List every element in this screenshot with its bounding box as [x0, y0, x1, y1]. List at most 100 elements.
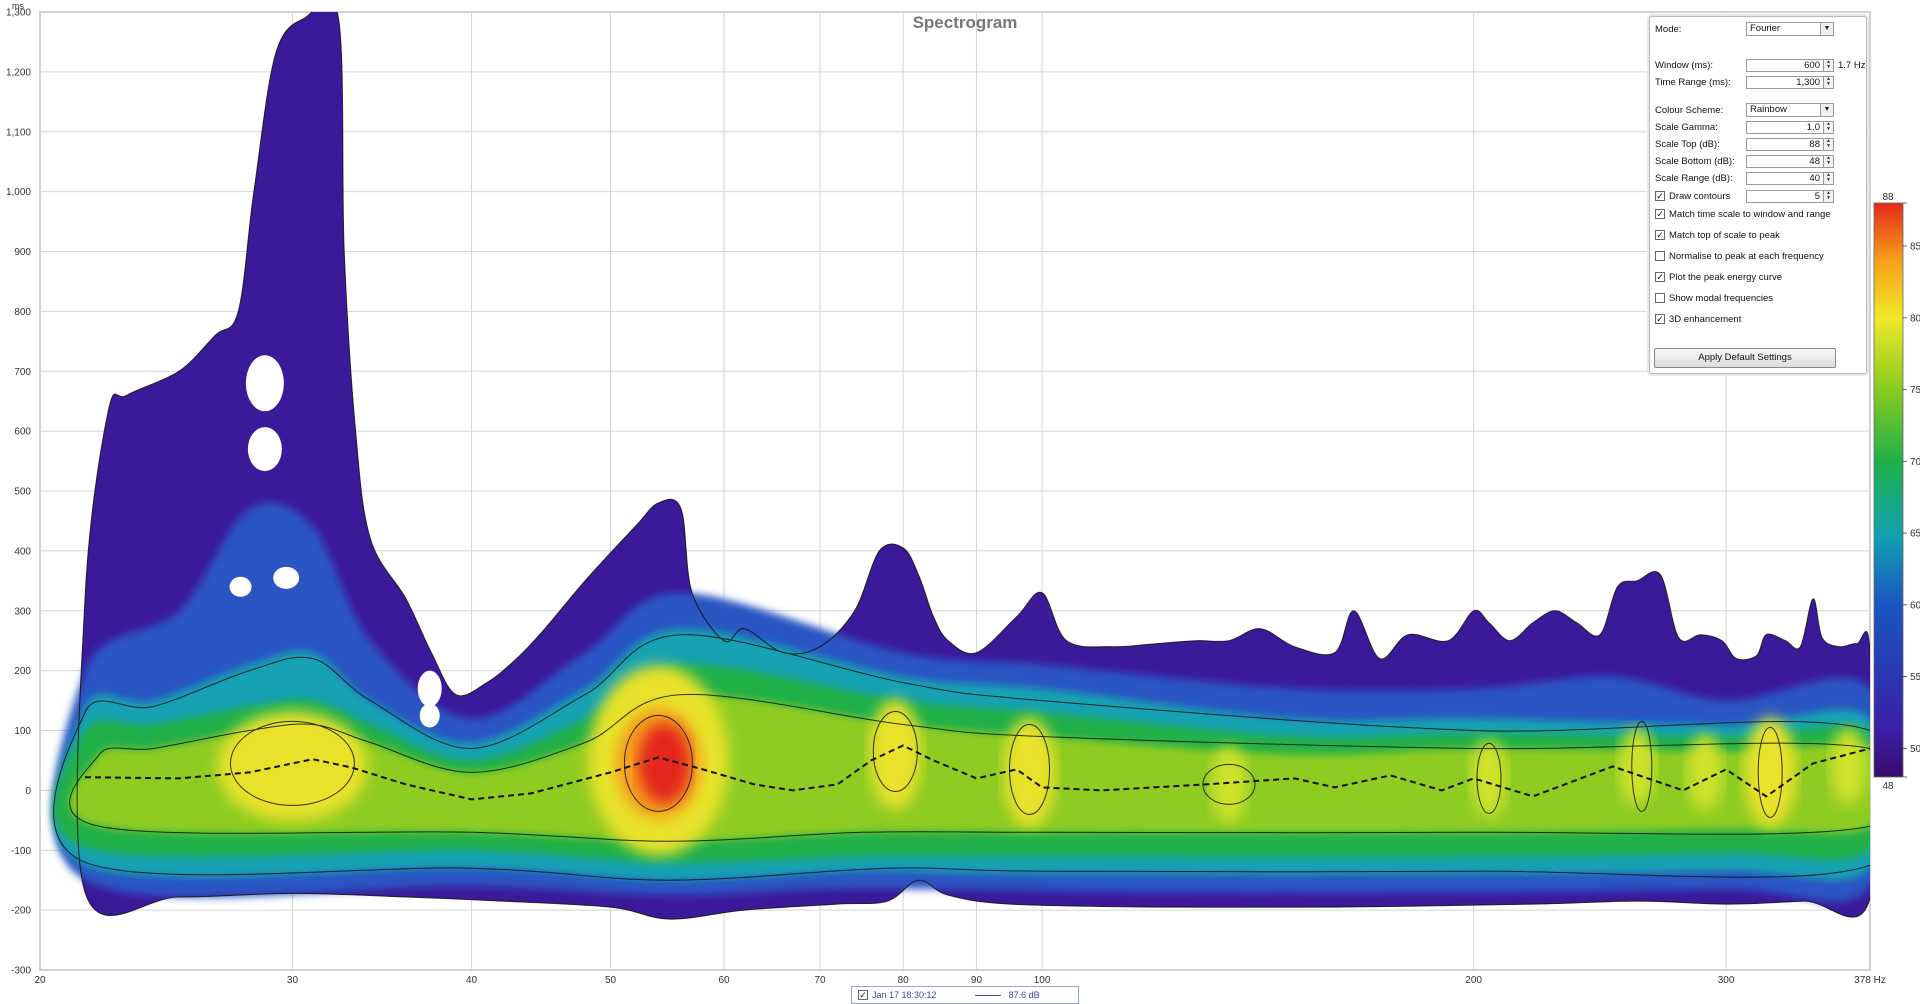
settings-option[interactable]: ✓ 3D enhancement: [1655, 311, 1741, 327]
colour-scale-tick-label: 55: [1910, 672, 1920, 683]
settings-option-checkbox[interactable]: [1655, 293, 1665, 303]
measurement-visible-checkbox[interactable]: ✓: [858, 990, 868, 1000]
spinner-arrows-icon[interactable]: ▲ ▼: [1823, 190, 1833, 202]
y-tick-label: 1,000: [6, 187, 31, 198]
contour-line: [76, 12, 1870, 920]
window-resolution: 1.7 Hz: [1838, 59, 1866, 71]
contours-count-value: 5: [1814, 190, 1820, 202]
measurement-line-swatch: [974, 994, 1001, 996]
time-range-value: 1,300: [1796, 76, 1820, 88]
measurement-legend[interactable]: ✓ Jan 17 18:30:12 87.6 dB: [851, 986, 1079, 1004]
x-tick-label: 200: [1465, 975, 1482, 986]
colour-scale-tick-label: 85: [1910, 242, 1920, 253]
colour-scale-tick-label: 80: [1910, 313, 1920, 324]
spinner-arrows-icon[interactable]: ▲ ▼: [1823, 138, 1833, 150]
window-input[interactable]: 600 ▲ ▼: [1746, 58, 1834, 72]
apply-default-settings-button[interactable]: Apply Default Settings: [1654, 348, 1836, 368]
y-tick-label: 1,200: [6, 67, 31, 78]
scale-bottom-input[interactable]: 48 ▲ ▼: [1746, 154, 1834, 168]
spinner-arrows-icon[interactable]: ▲ ▼: [1823, 76, 1833, 88]
hotspot-yellow: [1744, 717, 1797, 828]
x-tick-label: 80: [898, 975, 910, 986]
settings-option-label: Match top of scale to peak: [1669, 229, 1780, 241]
chevron-down-icon[interactable]: ▼: [1820, 104, 1833, 116]
time-range-input[interactable]: 1,300 ▲ ▼: [1746, 75, 1834, 89]
y-tick-label: 1,100: [6, 127, 31, 138]
settings-option-checkbox[interactable]: [1655, 251, 1665, 261]
colour-scale-tick-label: 70: [1910, 457, 1920, 468]
colour-scheme-value: Rainbow: [1750, 104, 1787, 115]
y-tick-label: 500: [14, 487, 31, 498]
contour-line: [1631, 720, 1653, 812]
settings-option-checkbox[interactable]: ✓: [1655, 230, 1665, 240]
y-tick-label: 400: [14, 546, 31, 557]
y-tick-label: 200: [14, 666, 31, 677]
scale-range-value: 40: [1809, 172, 1820, 184]
colour-scale-tick-label: 48: [1882, 781, 1894, 792]
y-tick-label: 1,300: [6, 8, 31, 19]
y-tick-label: 600: [14, 427, 31, 438]
spinner-arrows-icon[interactable]: ▲ ▼: [1823, 155, 1833, 167]
settings-option-label: Normalise to peak at each frequency: [1669, 250, 1824, 262]
y-axis-unit: ms: [12, 1, 24, 11]
settings-option[interactable]: ✓ Plot the peak energy curve: [1655, 269, 1782, 285]
y-tick-label: -200: [11, 906, 31, 917]
y-tick-label: 0: [25, 786, 31, 797]
colour-scheme-select[interactable]: Rainbow ▼: [1746, 103, 1834, 117]
settings-option-checkbox[interactable]: ✓: [1655, 314, 1665, 324]
contours-count-input[interactable]: 5 ▲ ▼: [1746, 189, 1834, 203]
spectrogram-surface: [52, 12, 1870, 920]
x-tick-label: 90: [971, 975, 983, 986]
y-tick-label: 300: [14, 606, 31, 617]
hotspot-lime: [1618, 727, 1656, 805]
energy-gap: [245, 355, 284, 412]
energy-gap: [247, 427, 282, 472]
time-range-label: Time Range (ms):: [1655, 76, 1731, 88]
x-tick-label: 60: [718, 975, 730, 986]
spinner-arrows-icon[interactable]: ▲ ▼: [1823, 121, 1833, 133]
measurement-name: Jan 17 18:30:12: [872, 990, 937, 1000]
contour-line: [1202, 763, 1256, 805]
contour-line: [229, 720, 355, 806]
chevron-down-icon[interactable]: ▼: [1820, 23, 1833, 35]
spinner-arrows-icon[interactable]: ▲ ▼: [1823, 172, 1833, 184]
hotspot-lime: [1830, 727, 1867, 805]
x-tick-label: 30: [287, 975, 299, 986]
settings-option[interactable]: Normalise to peak at each frequency: [1655, 248, 1824, 264]
colour-scale-tick-label: 60: [1910, 600, 1920, 611]
scale-top-input[interactable]: 88 ▲ ▼: [1746, 137, 1834, 151]
y-tick-label: -300: [11, 966, 31, 977]
settings-option[interactable]: Show modal frequencies: [1655, 290, 1773, 306]
settings-option-label: Show modal frequencies: [1669, 292, 1774, 304]
scale-gamma-label: Scale Gamma:: [1655, 121, 1718, 133]
colour-scale-tick-label: 88: [1882, 192, 1894, 203]
window-value: 600: [1804, 59, 1820, 71]
settings-option[interactable]: ✓ Match time scale to window and range: [1655, 206, 1831, 222]
settings-option-checkbox[interactable]: ✓: [1655, 272, 1665, 282]
hotspot-lime: [1686, 733, 1724, 811]
energy-gap: [419, 703, 440, 728]
settings-option[interactable]: ✓ Match top of scale to peak: [1655, 227, 1780, 243]
spectrogram-settings-panel: Mode: Fourier ▼ Window (ms): 600 ▲ ▼ 1.7 …: [1649, 16, 1867, 374]
scale-gamma-input[interactable]: 1.0 ▲ ▼: [1746, 120, 1834, 134]
colour-scale-bar: [1873, 202, 1904, 778]
x-tick-label: 100: [1034, 975, 1051, 986]
settings-option-label: Plot the peak energy curve: [1669, 271, 1783, 283]
settings-option-label: Match time scale to window and range: [1669, 208, 1831, 220]
hotspot-yellow: [1003, 717, 1056, 828]
mode-select[interactable]: Fourier ▼: [1746, 22, 1834, 36]
contour-line: [1008, 723, 1050, 815]
draw-contours-option[interactable]: ✓ Draw contours: [1655, 191, 1746, 202]
settings-option-checkbox[interactable]: ✓: [1655, 209, 1665, 219]
y-tick-label: 100: [14, 726, 31, 737]
colour-scale-tick-label: 75: [1910, 385, 1920, 396]
contour-line: [1757, 726, 1783, 818]
colour-scale-tick-label: 50: [1910, 744, 1920, 755]
draw-contours-checkbox[interactable]: ✓: [1655, 191, 1665, 201]
settings-option-label: 3D enhancement: [1669, 313, 1742, 325]
scale-range-input[interactable]: 40 ▲ ▼: [1746, 171, 1834, 185]
colour-scale-tick-label: 65: [1910, 529, 1920, 540]
spinner-arrows-icon[interactable]: ▲ ▼: [1823, 59, 1833, 71]
scale-gamma-value: 1.0: [1806, 121, 1820, 133]
